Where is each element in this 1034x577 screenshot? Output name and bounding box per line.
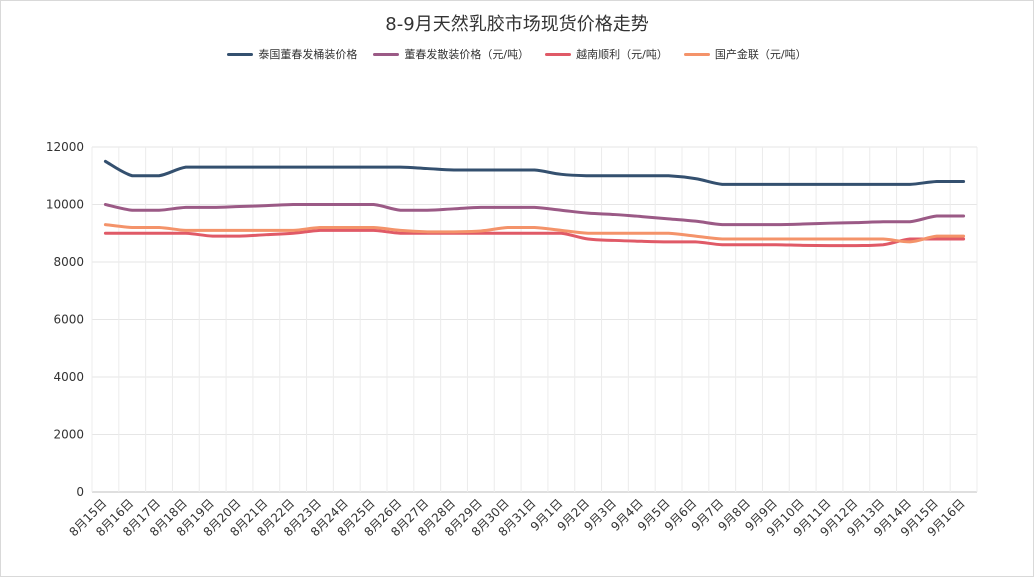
legend-swatch-series-3	[683, 52, 710, 56]
series-line-0	[103, 159, 966, 186]
y-tick-label: 10000	[46, 198, 84, 212]
legend-label-series-2: 越南顺利（元/吨）	[576, 48, 668, 61]
legend-item-series-2[interactable]: 越南顺利（元/吨）	[545, 46, 668, 62]
legend-label-series-3: 国产金联（元/吨）	[714, 48, 807, 61]
series-line-2	[103, 228, 966, 248]
y-tick-label: 0	[76, 485, 84, 499]
y-tick-label: 8000	[53, 255, 84, 269]
legend-item-series-1[interactable]: 董春发散装价格（元/吨）	[373, 46, 529, 62]
y-tick-label: 4000	[53, 370, 84, 384]
chart-legend: 泰国董春发桶装价格 董春发散装价格（元/吨） 越南顺利（元/吨） 国产金联（元/…	[0, 46, 1034, 62]
y-tick-label: 12000	[46, 140, 84, 154]
series-line-3	[103, 223, 966, 244]
legend-item-series-0[interactable]: 泰国董春发桶装价格	[227, 46, 357, 62]
series-line-1	[103, 203, 966, 227]
legend-item-series-3[interactable]: 国产金联（元/吨）	[683, 46, 807, 62]
legend-label-series-1: 董春发散装价格（元/吨）	[404, 48, 530, 61]
legend-swatch-series-2	[545, 52, 572, 56]
legend-swatch-series-0	[227, 52, 254, 56]
legend-label-series-0: 泰国董春发桶装价格	[258, 48, 358, 61]
y-tick-label: 6000	[53, 313, 84, 327]
y-tick-label: 2000	[53, 428, 84, 442]
legend-swatch-series-1	[373, 52, 400, 56]
chart-title: 8-9月天然乳胶市场现货价格走势	[385, 14, 649, 35]
